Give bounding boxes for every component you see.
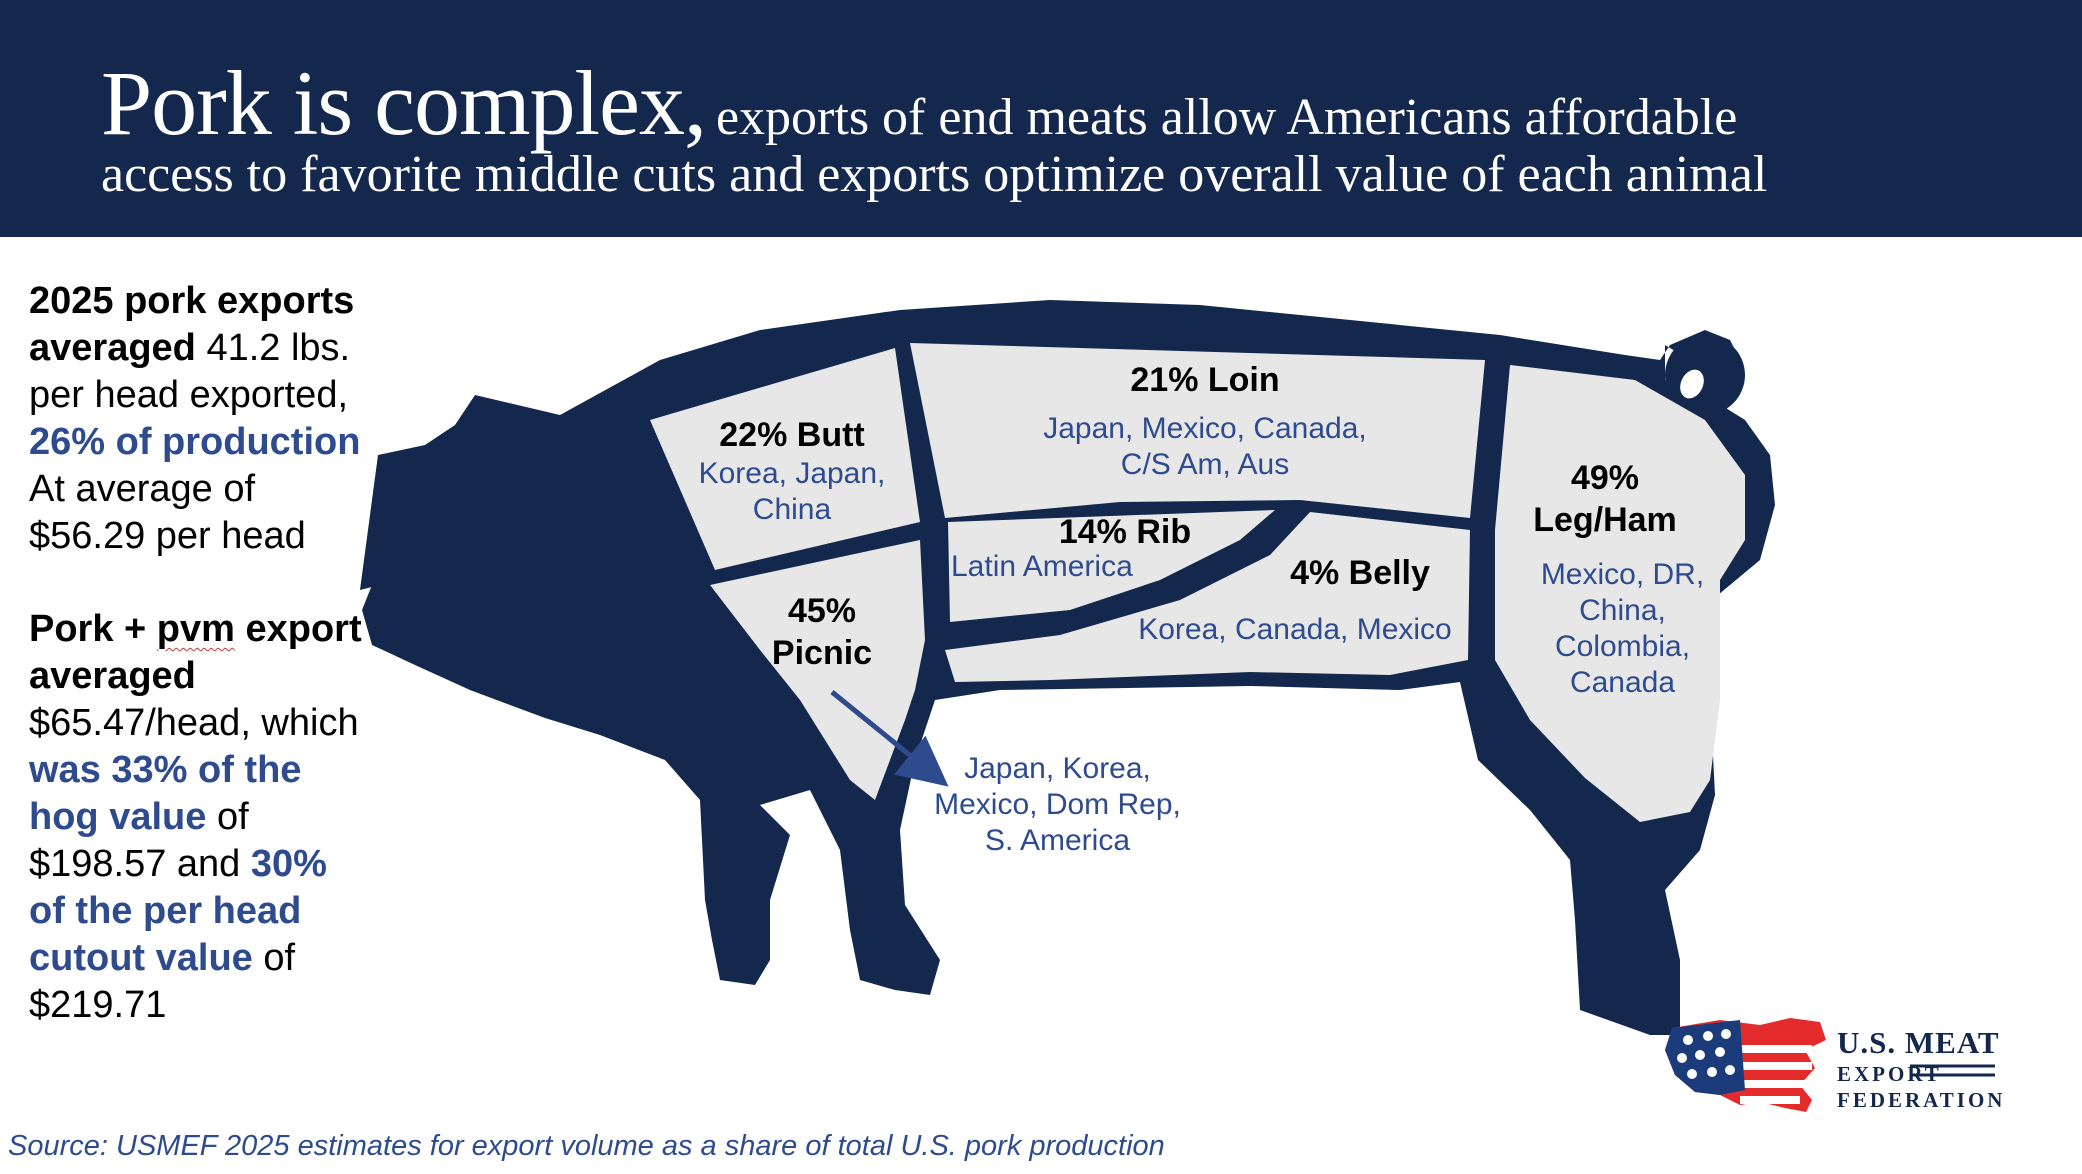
logo-line-3: FEDERATION xyxy=(1837,1088,2006,1112)
cut-label-belly: 4% Belly xyxy=(1280,552,1440,594)
cut-region-belly xyxy=(945,512,1470,682)
cut-region-butt xyxy=(650,348,920,570)
cut-label-picnic: 45% Picnic xyxy=(752,590,892,674)
cut-region-loin xyxy=(910,343,1485,518)
cut-markets-leg-text: Mexico, DR, xyxy=(1540,558,1705,591)
cut-markets-rib-text: Latin America xyxy=(951,550,1133,583)
stat-text: of $219.71 xyxy=(29,937,296,1026)
cut-region-rib xyxy=(948,510,1275,622)
cut-markets-leg-text: China, xyxy=(1579,594,1666,627)
cut-label-rib: 14% Rib xyxy=(1040,511,1210,553)
cut-markets-rib: Latin America xyxy=(951,549,1151,585)
stats-sidebar: 2025 pork exports averaged 41.2 lbs. per… xyxy=(29,278,369,1029)
title-main: Pork is complex, xyxy=(101,52,707,154)
cut-title-butt: 22% Butt xyxy=(719,416,865,454)
logo-line-2: EXPORT xyxy=(1837,1062,1942,1086)
cut-title-picnic-name: Picnic xyxy=(771,634,873,672)
stat-text: $65.47/head, which xyxy=(29,702,359,744)
logo-line-1: U.S. MEAT xyxy=(1837,1025,2000,1060)
stat-heading: Pork + xyxy=(29,608,157,650)
cut-markets-belly-text: Korea, Canada, Mexico xyxy=(1138,613,1452,646)
cut-markets-leg: Mexico, DR, China, Colombia, Canada xyxy=(1520,557,1725,701)
cut-markets-loin: C/S Am, Aus xyxy=(1120,448,1290,481)
stats-paragraph-pvm: Pork + pvm export averaged $65.47/head, … xyxy=(29,606,369,1029)
cut-label-butt: 22% Butt Korea, Japan, China xyxy=(677,414,907,528)
cut-title-picnic-pct: 45% xyxy=(787,592,857,630)
stat-text: of $198.57 and xyxy=(29,796,249,885)
cut-markets-loin: Japan, Mexico, Canada, xyxy=(1043,412,1367,445)
title-line-2: access to favorite middle cuts and expor… xyxy=(101,146,1768,203)
cut-label-loin: 21% Loin Japan, Mexico, Canada, C/S Am, … xyxy=(1010,359,1400,483)
stat-heading: export averaged xyxy=(29,608,362,697)
cut-title-rib: 14% Rib xyxy=(1058,513,1192,551)
stat-highlight: 30% of the per head cutout value xyxy=(29,843,327,979)
stats-paragraph-exports: 2025 pork exports averaged 41.2 lbs. per… xyxy=(29,278,369,560)
cut-markets-picnic: Japan, Korea, Mexico, Dom Rep, S. Americ… xyxy=(915,751,1200,859)
usmef-logo: U.S. MEAT EXPORT FEDERATION xyxy=(1837,1025,2005,1113)
cut-label-leg: 49% Leg/Ham xyxy=(1520,457,1690,541)
cut-region-leg xyxy=(1495,365,1745,822)
cut-markets-leg-text: Canada xyxy=(1569,666,1676,699)
cut-regions xyxy=(650,343,1745,822)
stat-text: 41.2 lbs. per head exported, xyxy=(29,327,351,416)
cut-title-leg-pct: 49% xyxy=(1570,459,1640,497)
cut-markets-belly: Korea, Canada, Mexico xyxy=(1130,612,1460,648)
title-banner: Pork is complex, exports of end meats al… xyxy=(0,0,2082,237)
title-subtitle: exports of end meats allow Americans aff… xyxy=(715,89,1738,146)
usmef-logo-icon xyxy=(1665,1018,1995,1112)
picnic-arrow xyxy=(830,690,949,787)
cut-markets-picnic-text: Mexico, Dom Rep, xyxy=(934,788,1181,821)
stat-text: At average of $56.29 per head xyxy=(29,468,306,557)
cut-markets-leg-text: Colombia, xyxy=(1554,630,1691,663)
stat-heading-pvm: pvm xyxy=(156,608,235,650)
cut-markets-picnic-text: Japan, Korea, xyxy=(964,752,1151,785)
tail-hole xyxy=(1680,369,1704,399)
cut-title-belly: 4% Belly xyxy=(1290,554,1430,592)
stat-highlight: was 33% of the hog value xyxy=(29,749,302,838)
cut-region-picnic xyxy=(710,540,925,800)
source-note: Source: USMEF 2025 estimates for export … xyxy=(8,1130,1165,1162)
cut-title-leg-name: Leg/Ham xyxy=(1533,501,1677,539)
cut-markets-butt: Korea, Japan, China xyxy=(698,457,886,526)
stat-highlight: 26% of production xyxy=(29,421,361,463)
cut-title-loin: 21% Loin xyxy=(1130,361,1280,399)
cut-markets-picnic-text: S. America xyxy=(984,824,1131,857)
stat-heading: 2025 pork exports averaged xyxy=(29,280,355,369)
title-line-1: Pork is complex, exports of end meats al… xyxy=(101,50,1737,156)
